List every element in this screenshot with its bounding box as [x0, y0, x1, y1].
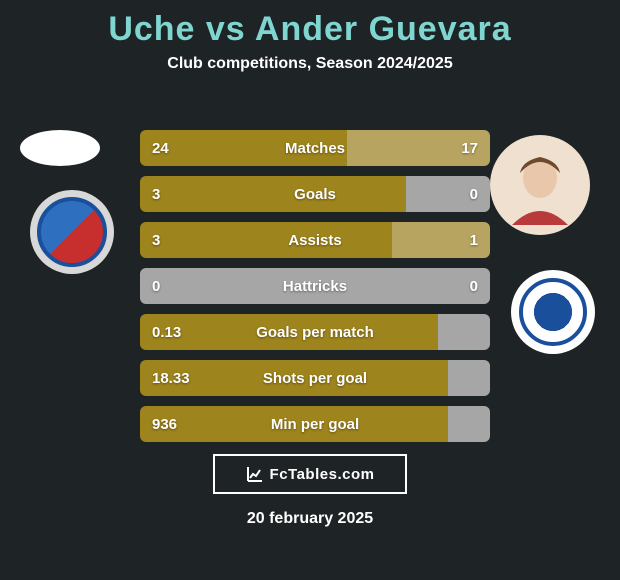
stat-label: Assists [222, 232, 408, 249]
stat-left-value: 936 [140, 416, 222, 433]
stat-label: Shots per goal [222, 370, 408, 387]
stat-left-value: 18.33 [140, 370, 222, 387]
stat-row: 936Min per goal [140, 406, 490, 442]
stat-left-value: 3 [140, 186, 222, 203]
stat-left-value: 0 [140, 278, 222, 295]
stat-row: 18.33Shots per goal [140, 360, 490, 396]
stat-row: 24Matches17 [140, 130, 490, 166]
stat-label: Goals per match [222, 324, 408, 341]
chart-icon [246, 465, 264, 483]
stat-rows: 24Matches173Goals03Assists10Hattricks00.… [140, 130, 490, 452]
stat-right-value: 17 [408, 140, 490, 157]
page-title: Uche vs Ander Guevara [0, 10, 620, 49]
stat-row: 3Assists1 [140, 222, 490, 258]
stat-right-value: 0 [408, 278, 490, 295]
stat-right-value: 1 [408, 232, 490, 249]
getafe-crest-icon [37, 197, 107, 267]
stat-row: 0Hattricks0 [140, 268, 490, 304]
stat-row: 0.13Goals per match [140, 314, 490, 350]
stat-label: Min per goal [222, 416, 408, 433]
date-label: 20 february 2025 [0, 510, 620, 528]
stat-left-value: 3 [140, 232, 222, 249]
stat-label: Goals [222, 186, 408, 203]
brand-badge: FcTables.com [213, 454, 407, 494]
team-left-badge [30, 190, 114, 274]
stat-left-value: 0.13 [140, 324, 222, 341]
comparison-card: Uche vs Ander Guevara Club competitions,… [0, 10, 620, 580]
stat-label: Hattricks [222, 278, 408, 295]
stat-left-value: 24 [140, 140, 222, 157]
player-right-avatar [490, 135, 590, 235]
player-left-avatar [20, 130, 100, 166]
stat-row: 3Goals0 [140, 176, 490, 212]
alaves-crest-icon [519, 278, 587, 346]
brand-text: FcTables.com [270, 466, 375, 483]
team-right-badge [511, 270, 595, 354]
stat-label: Matches [222, 140, 408, 157]
stat-right-value: 0 [408, 186, 490, 203]
page-subtitle: Club competitions, Season 2024/2025 [0, 55, 620, 73]
